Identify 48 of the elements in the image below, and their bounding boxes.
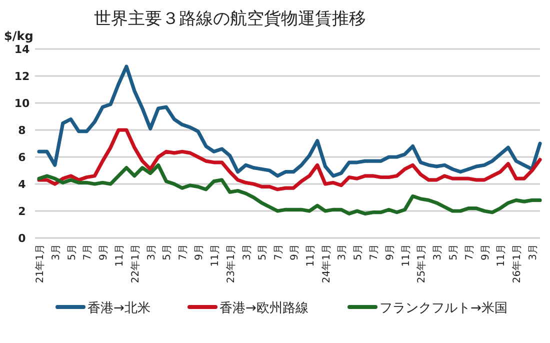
y-tick-label: 8	[18, 124, 26, 137]
x-tick-label: 9月	[384, 244, 396, 260]
y-tick-label: 6	[18, 151, 26, 164]
x-tick-label: 5月	[258, 244, 269, 260]
x-tick-label: 23年1月	[224, 244, 237, 284]
x-tick-label: 7月	[178, 244, 190, 260]
x-tick-label: 24年1月	[320, 244, 332, 284]
x-tick-label: 11月	[400, 244, 412, 267]
legend-label: フランクフルト→米国	[380, 301, 508, 316]
x-tick-label: 3月	[432, 244, 444, 260]
x-tick-label: 11月	[114, 244, 126, 267]
x-tick-label: 11月	[305, 244, 316, 267]
x-tick-label: 25年1月	[416, 244, 428, 284]
x-tick-label: 9月	[194, 244, 206, 260]
x-tick-label: 7月	[274, 244, 285, 260]
legend-label: 香港→北米	[88, 301, 150, 316]
x-tick-label: 7月	[369, 244, 380, 260]
x-tick-label: 3月	[242, 244, 253, 260]
y-axis-title: $/kg	[4, 29, 34, 43]
x-tick-label: 7月	[82, 244, 94, 260]
chart-title: 世界主要３路線の航空貨物運賃推移	[94, 9, 366, 29]
line-series	[37, 163, 542, 216]
x-tick-label: 9月	[480, 244, 492, 260]
line-series	[37, 64, 542, 178]
x-tick-label: 3月	[146, 244, 158, 260]
line-series	[37, 128, 542, 192]
x-tick-label: 21年1月	[34, 244, 46, 284]
x-tick-label: 5月	[162, 244, 174, 260]
x-tick-label: 7月	[464, 244, 476, 260]
x-tick-label: 9月	[98, 244, 110, 260]
x-tick-label: 11月	[496, 244, 508, 267]
legend-label: 香港→欧州路線	[220, 301, 308, 316]
x-tick-label: 3月	[528, 244, 540, 260]
y-tick-label: 10	[14, 97, 30, 110]
y-tick-label: 14	[14, 43, 30, 56]
x-tick-label: 5月	[353, 244, 364, 260]
x-tick-label: 3月	[50, 244, 62, 260]
x-tick-label: 26年1月	[511, 244, 524, 284]
y-tick-label: 2	[18, 205, 26, 218]
x-tick-label: 22年1月	[129, 244, 142, 284]
y-tick-label: 0	[18, 232, 26, 245]
y-tick-label: 4	[18, 178, 26, 191]
x-tick-label: 9月	[289, 244, 300, 260]
x-tick-label: 11月	[210, 244, 221, 267]
x-tick-label: 5月	[66, 244, 78, 260]
y-tick-label: 12	[14, 70, 30, 83]
x-tick-label: 5月	[448, 244, 460, 260]
x-tick-label: 3月	[337, 244, 348, 260]
